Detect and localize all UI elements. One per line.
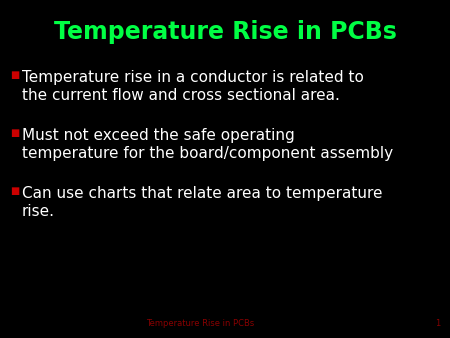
- Text: Temperature Rise in PCBs: Temperature Rise in PCBs: [54, 20, 396, 44]
- Text: ■: ■: [10, 186, 19, 196]
- Text: Can use charts that relate area to temperature
rise.: Can use charts that relate area to tempe…: [22, 186, 382, 219]
- Text: Must not exceed the safe operating
temperature for the board/component assembly: Must not exceed the safe operating tempe…: [22, 128, 393, 161]
- Text: ■: ■: [10, 70, 19, 80]
- Text: ■: ■: [10, 128, 19, 138]
- Text: Temperature rise in a conductor is related to
the current flow and cross section: Temperature rise in a conductor is relat…: [22, 70, 364, 103]
- Text: Temperature Rise in PCBs: Temperature Rise in PCBs: [146, 319, 254, 328]
- Text: 1: 1: [435, 319, 440, 328]
